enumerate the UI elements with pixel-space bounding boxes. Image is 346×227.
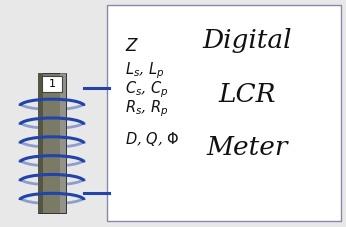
Text: $\it{Z}$: $\it{Z}$ [125,38,139,55]
Text: 1: 1 [48,79,55,89]
Text: $\it{R}_s$, $\it{R}_p$: $\it{R}_s$, $\it{R}_p$ [125,98,169,118]
Bar [38,73,43,213]
Bar [60,73,66,213]
FancyBboxPatch shape [42,76,62,92]
Text: Meter: Meter [207,135,288,160]
Text: $\it{C}_s$, $\it{C}_p$: $\it{C}_s$, $\it{C}_p$ [125,79,169,100]
Bar [38,73,66,213]
Text: LCR: LCR [219,82,276,107]
Text: Digital: Digital [203,28,292,53]
Text: $\it{L}_s$, $\it{L}_p$: $\it{L}_s$, $\it{L}_p$ [125,60,164,81]
Text: $\it{D}$, $\it{Q}$, $\it{\Phi}$: $\it{D}$, $\it{Q}$, $\it{\Phi}$ [125,130,179,148]
FancyBboxPatch shape [107,5,341,221]
